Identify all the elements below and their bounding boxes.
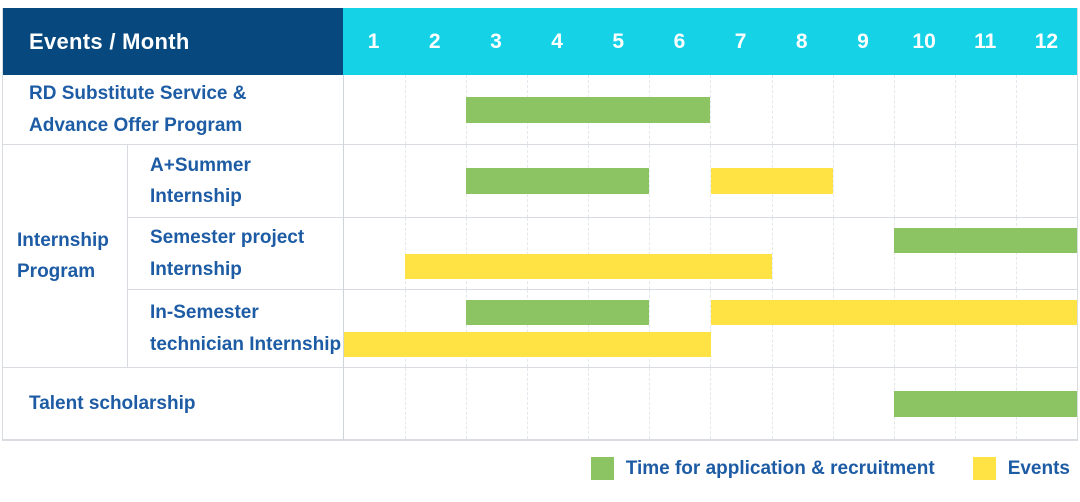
month-gridcell — [405, 290, 466, 367]
month-gridcell — [710, 75, 771, 144]
month-gridcell — [710, 368, 771, 439]
month-gridcell — [466, 218, 527, 289]
month-gridcell — [344, 75, 405, 144]
month-gridcell — [954, 290, 1016, 367]
month-gridcell — [405, 218, 466, 289]
month-gridcell — [527, 218, 588, 289]
month-gridcell — [954, 75, 1016, 144]
schedule-table: Events / Month 1 2 3 4 5 6 7 8 9 10 11 1… — [2, 8, 1078, 441]
month-gridcell — [771, 290, 833, 367]
month-gridcell — [344, 368, 405, 439]
gantt-bar-event — [710, 300, 1077, 325]
row-label-rd-program: RD Substitute Service & Advance Offer Pr… — [3, 75, 343, 145]
row-label-line: Talent scholarship — [29, 392, 196, 414]
month-gridcell — [832, 218, 894, 289]
gantt-bar-event — [405, 254, 772, 279]
legend: Time for application & recruitment Event… — [0, 457, 1070, 480]
chart-row-in-semester-technician — [343, 290, 1077, 368]
month-header-7: 7 — [734, 29, 747, 53]
month-gridcell — [710, 218, 771, 289]
group-label-line: Program — [17, 261, 96, 282]
chart-row-semester-project — [343, 218, 1077, 290]
month-gridcell — [1015, 145, 1077, 217]
month-gridcell — [649, 218, 710, 289]
month-gridcell — [527, 290, 588, 367]
month-gridcell — [832, 368, 894, 439]
month-gridcell — [1015, 290, 1077, 367]
month-gridcell — [832, 75, 894, 144]
month-gridcell — [832, 290, 894, 367]
gantt-bar-event — [344, 332, 711, 357]
group-label-internship-program: Internship Program — [3, 145, 127, 368]
month-gridcell — [954, 145, 1016, 217]
row-label-semester-project: Semester project Internship — [127, 218, 343, 290]
row-label-line: technician Internship — [150, 333, 342, 355]
month-gridcell — [344, 218, 405, 289]
row-label-a-plus-summer: A+Summer Internship — [127, 145, 343, 218]
month-gridcell — [893, 218, 955, 289]
month-header-3: 3 — [490, 29, 502, 53]
row-label-line: Internship — [150, 258, 242, 280]
month-gridcell — [466, 290, 527, 367]
month-gridcell — [588, 290, 649, 367]
month-gridcell — [771, 368, 833, 439]
legend-label-event: Events — [1007, 457, 1070, 479]
legend-swatch-recruitment — [590, 457, 614, 480]
month-gridcell — [405, 368, 466, 439]
row-label-line: Internship — [150, 186, 242, 207]
group-label-line: Internship — [17, 229, 109, 251]
month-header-11: 11 — [974, 29, 997, 53]
gantt-bar-recruitment — [893, 390, 1077, 417]
header-title: Events / Month — [3, 8, 343, 75]
month-gridcell — [649, 290, 710, 367]
month-header-1: 1 — [367, 29, 380, 53]
month-header-12: 12 — [1034, 29, 1059, 53]
row-label-line: In-Semester — [150, 302, 259, 324]
gantt-bar-recruitment — [466, 96, 711, 123]
month-gridcell — [771, 218, 833, 289]
month-gridcell — [893, 290, 955, 367]
row-label-line: RD Substitute Service & — [29, 83, 247, 105]
gantt-bar-event — [710, 168, 833, 194]
month-gridcell — [405, 75, 466, 144]
month-header-9: 9 — [857, 29, 869, 53]
month-gridcell — [649, 368, 710, 439]
month-header-4: 4 — [551, 29, 563, 53]
legend-swatch-event — [972, 457, 996, 480]
month-gridcell — [588, 218, 649, 289]
chart-row-talent-scholarship — [343, 368, 1077, 440]
gantt-bar-recruitment — [466, 300, 650, 325]
month-gridcell — [893, 75, 955, 144]
month-gridcell — [527, 368, 588, 439]
row-label-line: Advance Offer Program — [29, 114, 243, 136]
month-gridcell — [710, 290, 771, 367]
month-gridcell — [588, 368, 649, 439]
month-header-8: 8 — [795, 29, 808, 53]
month-header-6: 6 — [673, 29, 686, 53]
row-label-in-semester-technician: In-Semester technician Internship — [127, 290, 343, 368]
month-gridcell — [1015, 75, 1077, 144]
chart-row-a-plus-summer — [343, 145, 1077, 218]
month-gridcell — [954, 218, 1016, 289]
month-gridcell — [649, 145, 710, 217]
month-gridcell — [344, 145, 405, 217]
month-header-10: 10 — [912, 29, 936, 53]
month-header-2: 2 — [428, 29, 441, 53]
gantt-bar-recruitment — [893, 228, 1077, 253]
month-gridcell — [1015, 218, 1077, 289]
row-label-line: Semester project — [150, 227, 305, 249]
chart-row-rd-program — [343, 75, 1077, 145]
row-label-talent-scholarship: Talent scholarship — [3, 368, 343, 440]
month-gridcell — [466, 368, 527, 439]
month-header-5: 5 — [612, 29, 625, 53]
month-gridcell — [771, 75, 833, 144]
legend-label-recruitment: Time for application & recruitment — [625, 457, 935, 479]
month-gridcell — [832, 145, 894, 217]
month-header-row: 1 2 3 4 5 6 7 8 9 10 11 12 — [343, 8, 1077, 75]
month-gridcell — [893, 145, 955, 217]
gantt-bar-recruitment — [466, 168, 650, 194]
month-gridcell — [405, 145, 466, 217]
row-label-line: A+Summer — [150, 154, 251, 176]
